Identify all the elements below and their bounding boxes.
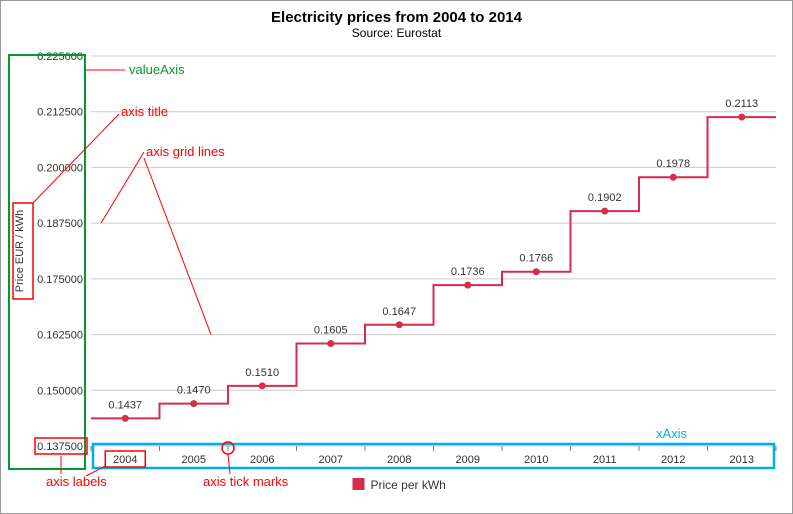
y-tick-label: 0.162500	[37, 330, 83, 342]
annotation-xaxis-label: xAxis	[656, 426, 688, 441]
value-label: 0.2113	[725, 98, 758, 110]
y-tick-label: 0.212500	[37, 107, 83, 119]
x-tick-label: 2013	[730, 454, 754, 466]
chart-frame: Electricity prices from 2004 to 2014 Sou…	[0, 0, 793, 514]
annotation-axis-labels: axis labels	[46, 474, 107, 489]
y-tick-label: 0.150000	[37, 385, 83, 397]
annotation-axis-title: axis title	[121, 104, 168, 119]
data-point	[738, 114, 745, 121]
x-tick-label: 2009	[456, 454, 480, 466]
annotation-valueaxis-label: valueAxis	[129, 62, 185, 77]
x-tick-label: 2005	[182, 454, 206, 466]
x-tick-label: 2012	[661, 454, 685, 466]
data-point	[464, 282, 471, 289]
annotation-tick-label: axis tick marks	[203, 474, 289, 489]
y-tick-label: 0.175000	[37, 274, 83, 286]
x-tick-label: 2008	[387, 454, 411, 466]
annotation-grid-leader-2	[144, 158, 211, 335]
data-point	[190, 400, 197, 407]
x-tick-label: 2006	[250, 454, 274, 466]
value-label: 0.1902	[588, 192, 622, 204]
data-point	[601, 208, 608, 215]
value-label: 0.1978	[656, 158, 690, 170]
x-tick-label: 2010	[524, 454, 548, 466]
data-point	[122, 415, 129, 422]
chart-svg: 0.137500 0.150000 0.162500 0.175000 0.187500…	[1, 39, 793, 514]
data-point	[259, 382, 266, 389]
value-label: 0.1470	[177, 385, 211, 397]
data-point	[327, 340, 334, 347]
annotation-grid-leader-1	[101, 152, 144, 223]
x-tick-label: 2011	[593, 454, 617, 466]
annotation-axis-title-leader	[33, 114, 119, 203]
value-label: 0.1437	[108, 399, 142, 411]
data-point	[533, 268, 540, 275]
value-label: 0.1647	[382, 306, 416, 318]
chart-title: Electricity prices from 2004 to 2014	[1, 1, 792, 26]
y-tick-label: 0.187500	[37, 218, 83, 230]
y-tick-label: 0.137500	[37, 441, 83, 453]
value-label: 0.1736	[451, 266, 485, 278]
value-label: 0.1510	[245, 367, 279, 379]
x-tick-label: 2004	[113, 454, 137, 466]
legend-label: Price per kWh	[371, 478, 446, 492]
data-point	[396, 321, 403, 328]
annotation-grid-lines: axis grid lines	[146, 144, 225, 159]
x-tick-label: 2007	[319, 454, 343, 466]
value-label: 0.1766	[519, 253, 553, 265]
y-axis-title: Price EUR / kWh	[14, 210, 26, 293]
chart-subtitle: Source: Eurostat	[1, 26, 792, 40]
y-tick-label: 0.200000	[37, 162, 83, 174]
y-tick-label: 0.225000	[37, 51, 83, 63]
legend-marker	[353, 478, 365, 490]
value-label: 0.1605	[314, 324, 348, 336]
annotation-tick-leader	[228, 454, 230, 474]
data-point	[670, 174, 677, 181]
